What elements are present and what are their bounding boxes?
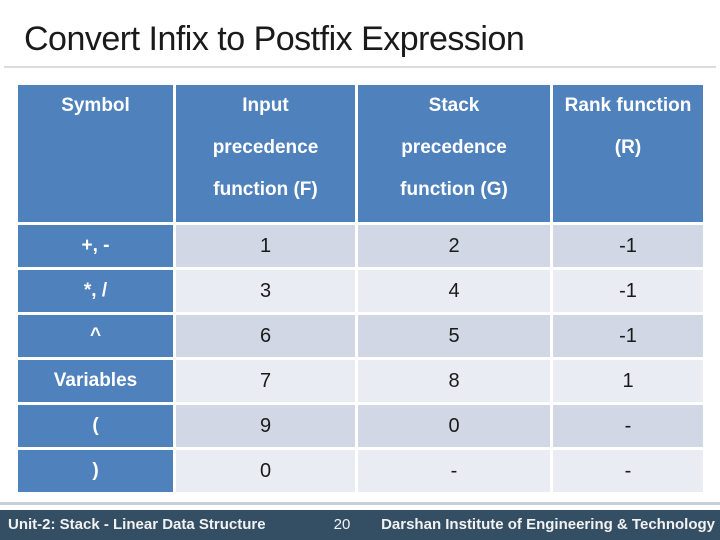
table-row-symbol: *, / — [18, 270, 173, 312]
column-header-line: precedence — [401, 137, 507, 158]
table-cell-input-f: 3 — [176, 270, 355, 312]
table-cell-rank-r: -1 — [553, 225, 703, 267]
table-row-symbol: ^ — [18, 315, 173, 357]
table-cell-stack-g: - — [358, 450, 550, 492]
column-header-line: Stack — [428, 95, 480, 116]
column-header-rank-function: Rank function (R) — [553, 85, 703, 222]
table-cell-stack-g: 4 — [358, 270, 550, 312]
table-cell-input-f: 1 — [176, 225, 355, 267]
table-cell-input-f: 6 — [176, 315, 355, 357]
column-header-stack-precedence: Stack precedence function (G) — [358, 85, 550, 222]
column-header-input-precedence: Input precedence function (F) — [176, 85, 355, 222]
table-row-symbol: +, - — [18, 225, 173, 267]
table-cell-rank-r: -1 — [553, 270, 703, 312]
table-cell-rank-r: -1 — [553, 315, 703, 357]
footer-top-divider — [0, 502, 720, 505]
title-divider — [4, 66, 716, 68]
footer-unit-label: Unit-2: Stack - Linear Data Structure — [8, 516, 266, 533]
table-cell-rank-r: - — [553, 405, 703, 447]
column-header-line: function (F) — [213, 179, 318, 200]
column-header-line: Rank function — [564, 95, 692, 116]
footer-bar: Unit-2: Stack - Linear Data Structure 20… — [0, 510, 720, 540]
column-header-symbol: Symbol — [18, 85, 173, 222]
column-header-line: Input — [242, 95, 289, 116]
slide-title: Convert Infix to Postfix Expression — [24, 20, 525, 58]
table-cell-input-f: 0 — [176, 450, 355, 492]
table-cell-rank-r: - — [553, 450, 703, 492]
footer-page-number: 20 — [333, 516, 351, 533]
table-row-symbol: Variables — [18, 360, 173, 402]
column-header-line: function (G) — [400, 179, 508, 200]
precedence-table: Symbol Input precedence function (F) Sta… — [18, 85, 703, 492]
column-header-line: (R) — [614, 137, 642, 158]
table-cell-stack-g: 8 — [358, 360, 550, 402]
column-header-line: precedence — [212, 137, 319, 158]
column-header-line: Symbol — [61, 95, 130, 116]
footer-institute-label: Darshan Institute of Engineering & Techn… — [381, 516, 715, 533]
table-row-symbol: ) — [18, 450, 173, 492]
table-cell-stack-g: 2 — [358, 225, 550, 267]
table-cell-input-f: 9 — [176, 405, 355, 447]
table-cell-stack-g: 5 — [358, 315, 550, 357]
table-cell-rank-r: 1 — [553, 360, 703, 402]
table-row-symbol: ( — [18, 405, 173, 447]
table-cell-stack-g: 0 — [358, 405, 550, 447]
table-cell-input-f: 7 — [176, 360, 355, 402]
